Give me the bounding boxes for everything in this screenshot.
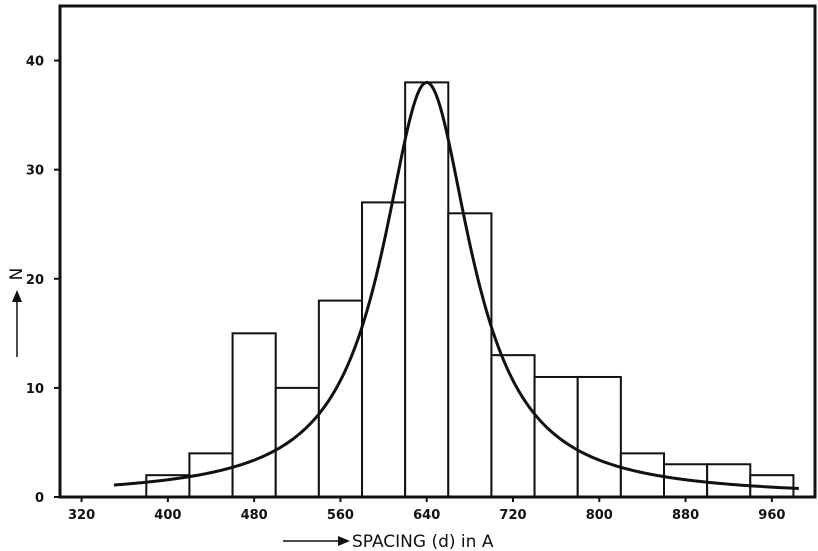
histogram-bar-620-660 <box>404 81 450 498</box>
x-tick-label-960: 960 <box>758 508 785 523</box>
y-tick-label-10: 10 <box>26 382 44 397</box>
x-arrow-head <box>338 536 350 546</box>
y-axis-label: N <box>7 268 27 281</box>
histogram-bar-580-620 <box>361 201 407 498</box>
histogram-bar-700-740 <box>490 354 536 498</box>
y-tick-label-0: 0 <box>35 491 44 506</box>
x-tick-label-640: 640 <box>413 508 440 523</box>
x-tick-label-400: 400 <box>154 508 181 523</box>
histogram-bar-500-540 <box>274 386 320 498</box>
x-tick-label-320: 320 <box>68 508 95 523</box>
x-axis-label-group: SPACING (d) in A <box>283 532 494 551</box>
y-tick-label-20: 20 <box>26 273 44 288</box>
fit-curve <box>113 80 799 490</box>
y-axis-label-group: N <box>7 268 27 357</box>
x-tick-label-560: 560 <box>327 508 354 523</box>
y-tick-label-40: 40 <box>26 55 44 70</box>
histogram-bar-460-500 <box>231 332 277 499</box>
x-tick-label-800: 800 <box>586 508 613 523</box>
histogram-bar-540-580 <box>317 299 364 498</box>
x-axis-label: SPACING (d) in A <box>352 532 494 551</box>
y-arrow-head <box>12 290 22 302</box>
plot-frame <box>58 4 817 499</box>
y-axis: 0 10 20 30 40 <box>26 55 60 506</box>
histogram-bar-780-820 <box>576 375 622 499</box>
histogram-bar-900-940 <box>706 463 752 498</box>
y-tick-label-30: 30 <box>26 164 44 179</box>
x-axis: 320 400 480 560 640 720 800 880 960 <box>68 497 785 523</box>
histogram-bar-660-700 <box>447 212 493 499</box>
x-tick-label-480: 480 <box>241 508 268 523</box>
x-tick-label-880: 880 <box>672 508 699 523</box>
x-tick-label-720: 720 <box>499 508 526 523</box>
bars-layer <box>145 81 795 499</box>
